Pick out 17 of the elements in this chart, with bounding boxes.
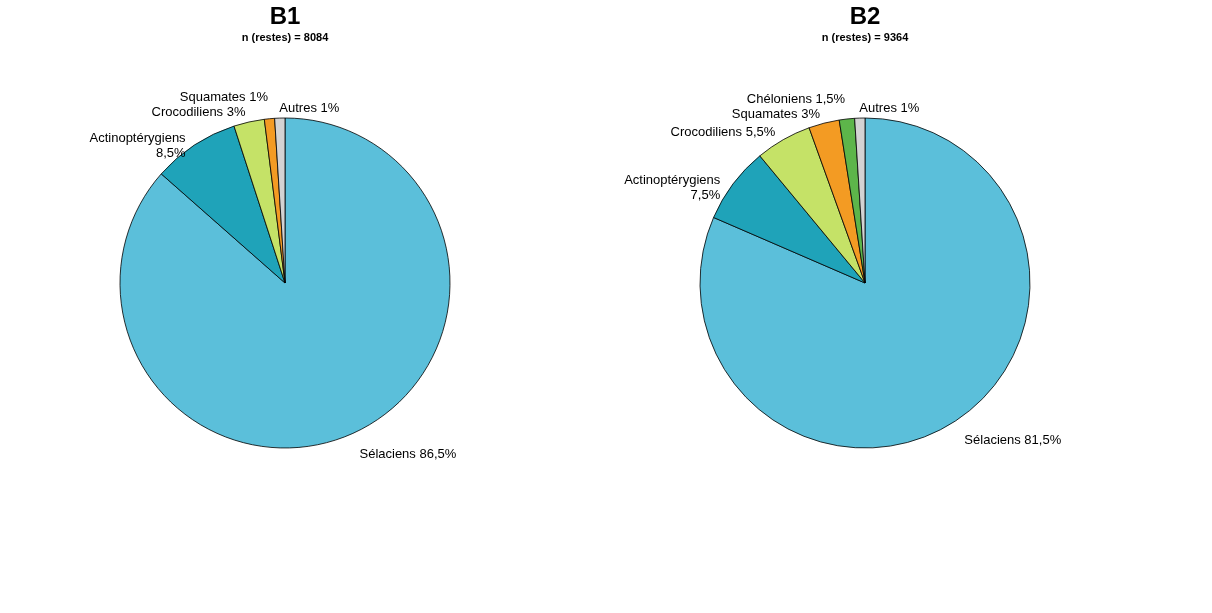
- data-label: 8,5%: [155, 144, 187, 160]
- slice-label: Crocodiliens 3%: [151, 104, 246, 120]
- slice-label: Crocodiliens 5,5%: [670, 123, 776, 139]
- slice-label: Chéloniens 1,5%: [746, 90, 846, 106]
- slice-label: Squamates 1%: [179, 89, 269, 105]
- slice-label: Autres 1%: [859, 100, 920, 116]
- slice-label: Actinoptérygiens: [624, 172, 721, 188]
- chart-title: B2: [849, 2, 881, 29]
- chart-subtitle: n (restes) = 9364: [821, 31, 910, 43]
- slice-label: Autres 1%: [279, 100, 340, 116]
- slice-label: Actinoptérygiens: [89, 129, 187, 145]
- slice-label: Sélaciens 86,5%: [359, 445, 457, 461]
- data-label: 7,5%: [690, 187, 721, 203]
- slice-label: Sélaciens 81,5%: [964, 432, 1062, 448]
- chart-subtitle: n (restes) = 8084: [241, 31, 330, 43]
- slice-label: Squamates 3%: [731, 105, 821, 121]
- chart-title: B1: [269, 2, 301, 29]
